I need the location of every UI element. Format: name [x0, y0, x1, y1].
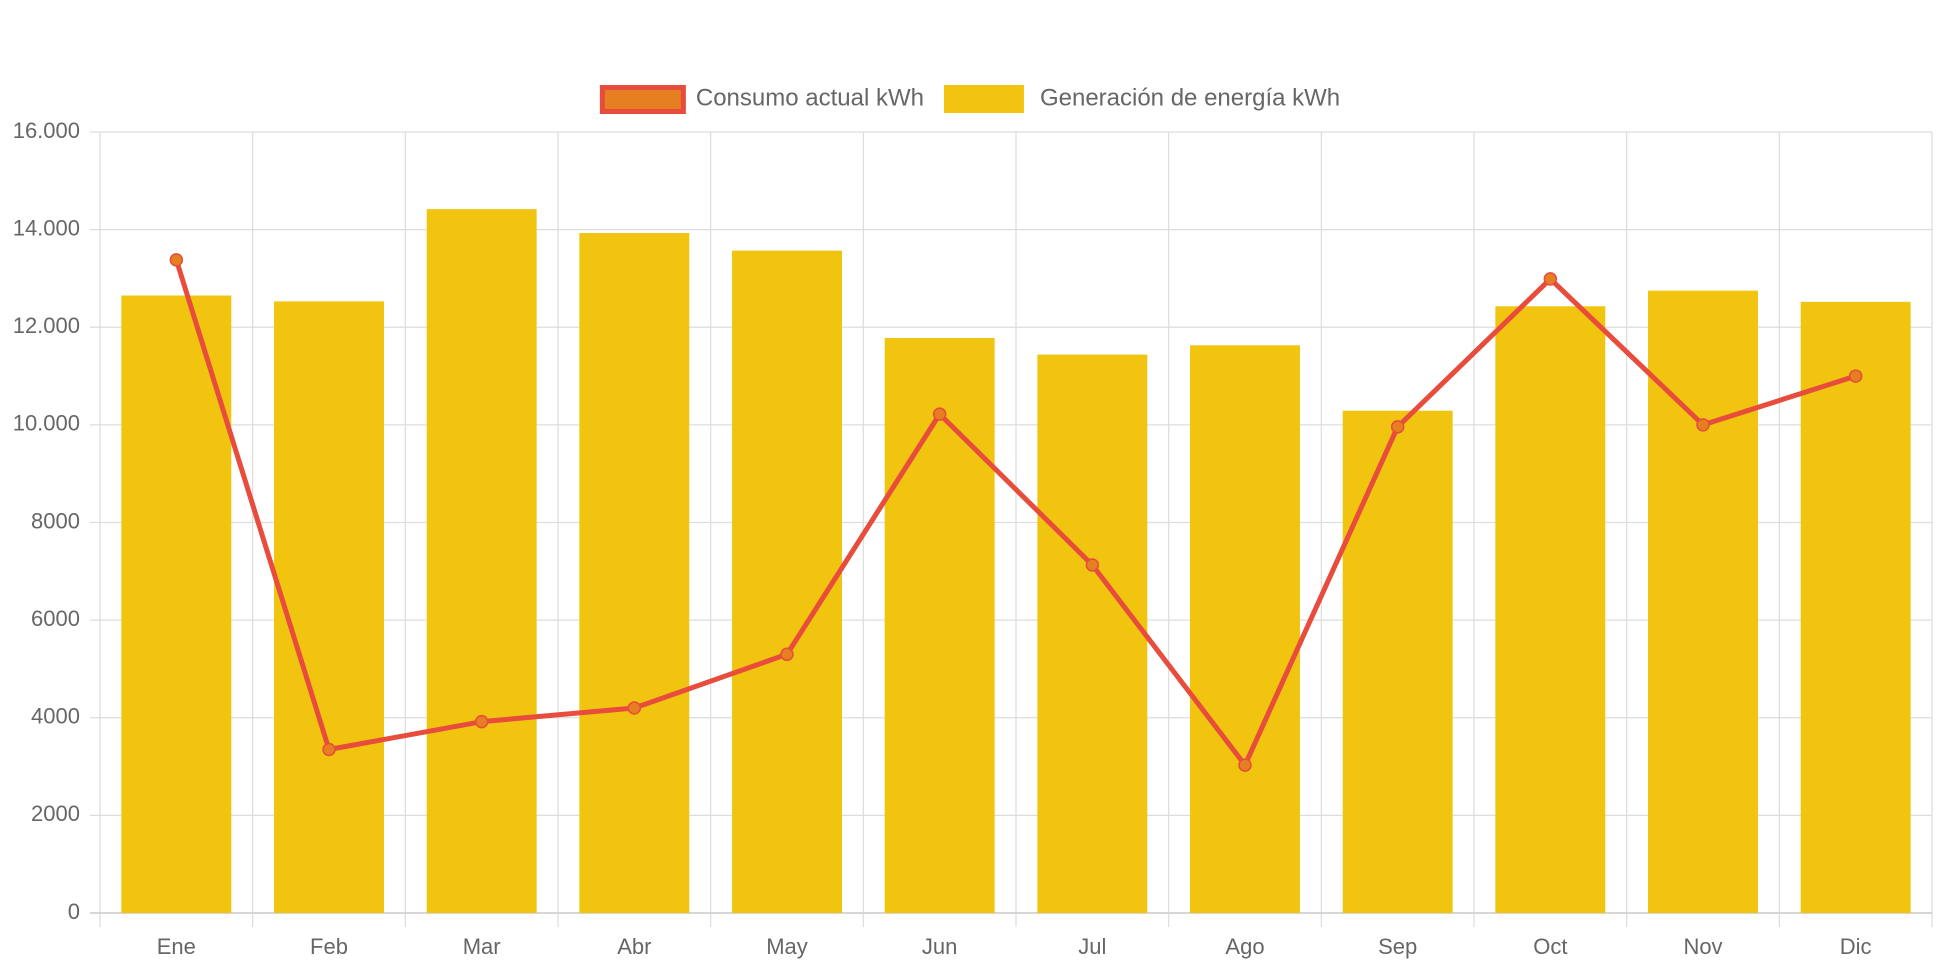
- point: [169, 253, 184, 267]
- point: [1696, 418, 1710, 432]
- x-tick-label: Dic: [1840, 934, 1872, 959]
- x-tick-label: Ago: [1225, 934, 1264, 959]
- line: [173, 259, 1857, 768]
- x-tick-label: Abr: [617, 934, 651, 959]
- bar: [1648, 290, 1758, 913]
- bar: [121, 295, 232, 914]
- bar: [579, 233, 690, 913]
- y-tick-label: 12.000: [13, 313, 80, 338]
- y-tick-label: 8000: [31, 508, 80, 533]
- bar: [1800, 301, 1911, 913]
- legend-label: Generación de energía kWh: [1040, 84, 1340, 111]
- point: [1543, 272, 1558, 286]
- bar: [1190, 345, 1300, 913]
- y-tick-label: 16.000: [13, 118, 80, 143]
- x-tick-label: May: [766, 934, 808, 959]
- bar: [426, 209, 537, 913]
- y-tick-label: 14.000: [13, 215, 80, 240]
- bar: [884, 337, 995, 913]
- legend-swatch: [943, 85, 1024, 113]
- y-tick-label: 10.000: [13, 411, 80, 436]
- legend-swatch: [599, 85, 686, 114]
- point: [1085, 558, 1100, 572]
- point: [474, 714, 489, 729]
- point: [1390, 420, 1405, 434]
- bar: [1342, 410, 1453, 913]
- y-tick-label: 4000: [31, 704, 80, 729]
- x-tick-label: Jun: [922, 934, 957, 959]
- legend-label: Consumo actual kWh: [696, 84, 924, 111]
- legend: Consumo actual kWh Generación de energía …: [599, 84, 1340, 114]
- point: [322, 742, 336, 757]
- bar: [1495, 306, 1606, 913]
- x-tick-label: Mar: [463, 934, 501, 959]
- point: [932, 407, 947, 421]
- point: [1238, 758, 1252, 772]
- x-tick-label: Ene: [157, 934, 196, 959]
- y-tick-label: 6000: [31, 606, 80, 631]
- x-tick-label: Oct: [1533, 934, 1567, 959]
- point: [627, 701, 642, 715]
- bar: [1037, 354, 1148, 914]
- x-tick-label: Nov: [1683, 934, 1722, 959]
- point: [1848, 369, 1863, 383]
- y-tick-label: 2000: [31, 801, 80, 826]
- bar: [274, 301, 384, 913]
- x-tick-label: Sep: [1378, 934, 1417, 959]
- point: [780, 647, 794, 662]
- x-tick-label: Jul: [1078, 934, 1106, 959]
- y-tick-label: 0: [68, 899, 80, 924]
- x-tick-label: Feb: [310, 934, 348, 959]
- bar: [732, 250, 842, 913]
